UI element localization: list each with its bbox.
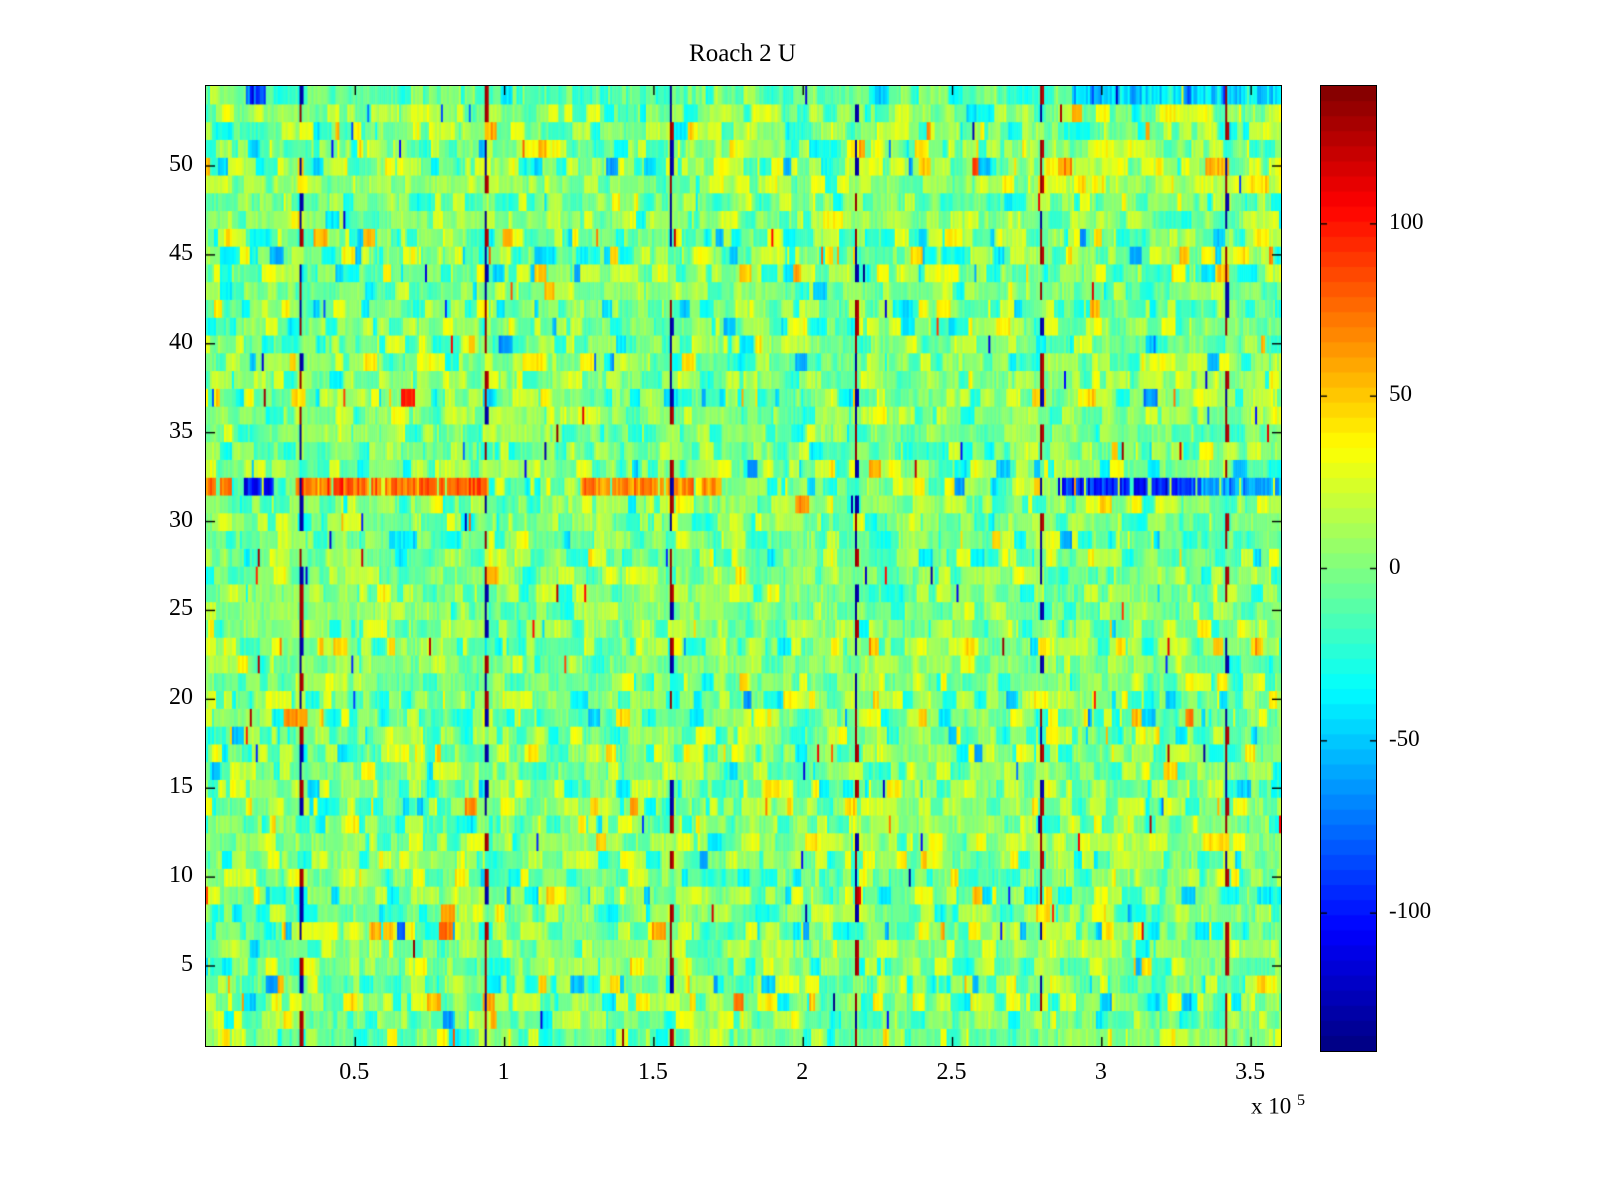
- x-axis-tick-label: 1: [497, 1059, 510, 1085]
- colorbar-tick-label: -100: [1389, 898, 1432, 924]
- plot-title: Roach 2 U: [689, 40, 796, 67]
- heatmap-canvas: [205, 85, 1282, 1047]
- y-axis-tick-label: 15: [169, 773, 193, 800]
- colorbar-canvas: [1320, 85, 1377, 1052]
- y-axis-tick-label: 45: [169, 239, 193, 266]
- colorbar-tick-label: 100: [1389, 208, 1424, 234]
- x-axis-multiplier-base: x 10: [1250, 1093, 1292, 1119]
- x-axis-tick-label: 3.5: [1235, 1059, 1266, 1085]
- x-axis-tick-label: 2: [796, 1059, 809, 1085]
- x-axis-multiplier-label: x 10 5: [1195, 1092, 1305, 1120]
- x-axis-tick-label: 3: [1094, 1059, 1107, 1085]
- y-axis-tick-label: 10: [169, 862, 193, 889]
- x-axis-multiplier-exponent: 5: [1296, 1092, 1305, 1109]
- y-axis-tick-label: 5: [181, 951, 193, 977]
- x-axis-tick-label: 0.5: [339, 1059, 370, 1085]
- y-axis-tick-label: 40: [169, 328, 193, 355]
- x-axis-tick-label: 1.5: [637, 1059, 668, 1085]
- y-axis-tick-label: 20: [169, 684, 193, 711]
- x-axis-tick-label: 2.5: [936, 1059, 967, 1085]
- y-axis-tick-label: 50: [169, 151, 193, 177]
- colorbar-tick-label: 50: [1389, 381, 1412, 407]
- colorbar-tick-label: 0: [1389, 553, 1401, 579]
- y-axis-tick-label: 30: [169, 506, 193, 533]
- y-axis-tick-label: 25: [169, 595, 193, 622]
- colorbar-tick-label: -50: [1389, 725, 1420, 751]
- y-axis-tick-label: 35: [169, 417, 193, 444]
